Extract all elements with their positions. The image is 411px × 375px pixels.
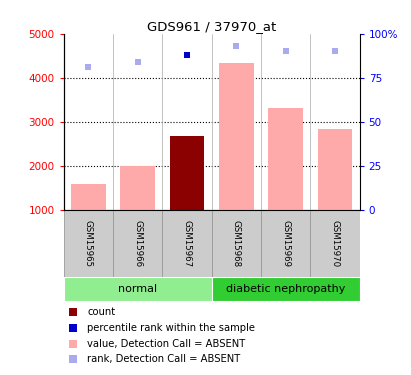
Bar xyxy=(268,108,303,210)
Text: normal: normal xyxy=(118,284,157,294)
Text: GSM15966: GSM15966 xyxy=(133,220,142,267)
Title: GDS961 / 37970_at: GDS961 / 37970_at xyxy=(147,20,276,33)
Bar xyxy=(261,210,310,277)
Bar xyxy=(120,166,155,210)
Text: value, Detection Call = ABSENT: value, Detection Call = ABSENT xyxy=(88,339,246,348)
Bar xyxy=(113,210,162,277)
Bar xyxy=(219,63,254,210)
Text: GSM15968: GSM15968 xyxy=(232,220,241,267)
Text: rank, Detection Call = ABSENT: rank, Detection Call = ABSENT xyxy=(88,354,240,364)
Bar xyxy=(71,184,106,210)
Text: count: count xyxy=(88,307,115,317)
Bar xyxy=(318,129,352,210)
Bar xyxy=(310,210,360,277)
Bar xyxy=(64,277,212,301)
Bar xyxy=(212,210,261,277)
Bar xyxy=(64,210,113,277)
Text: GSM15970: GSM15970 xyxy=(330,220,339,267)
Bar xyxy=(170,136,204,210)
Text: diabetic nephropathy: diabetic nephropathy xyxy=(226,284,345,294)
Text: percentile rank within the sample: percentile rank within the sample xyxy=(88,323,255,333)
Text: GSM15967: GSM15967 xyxy=(182,220,192,267)
Bar xyxy=(212,277,360,301)
Bar xyxy=(162,210,212,277)
Text: GSM15969: GSM15969 xyxy=(281,220,290,267)
Text: GSM15965: GSM15965 xyxy=(84,220,93,267)
